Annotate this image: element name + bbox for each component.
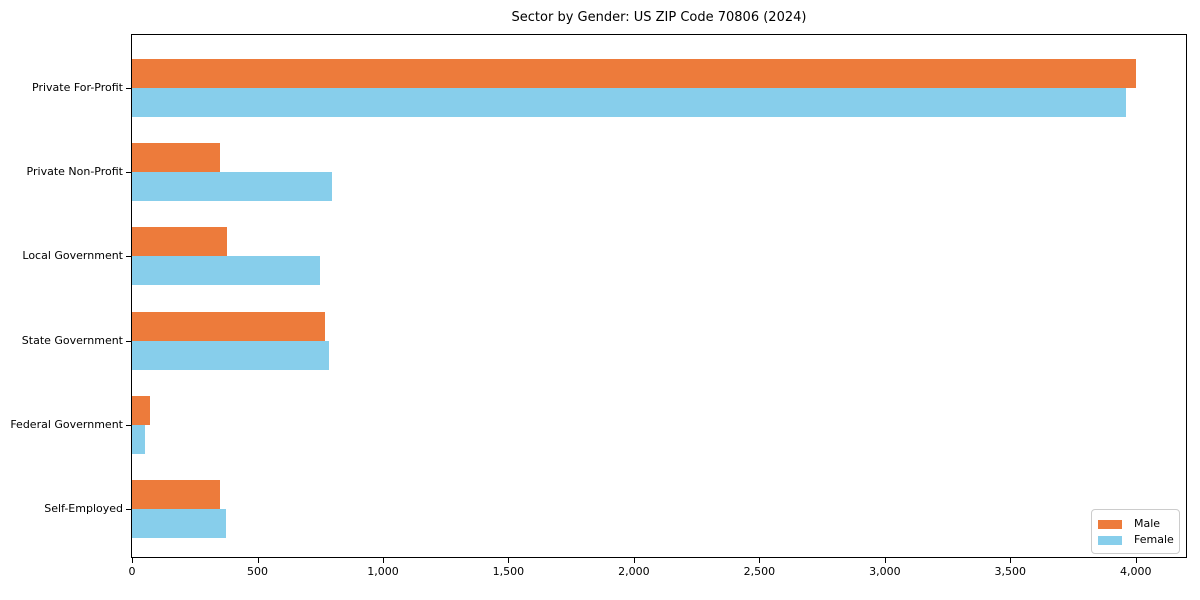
bar-female-private-for-profit: [132, 88, 1126, 117]
bar-female-local-government: [132, 256, 321, 286]
legend-entry-male: Male: [1098, 517, 1173, 531]
bar-female-state-government: [132, 340, 329, 370]
x-axis-label: 2,000: [618, 565, 650, 578]
chart-title: Sector by Gender: US ZIP Code 70806 (202…: [511, 10, 807, 25]
x-axis-label: 0: [128, 565, 136, 578]
y-axis-tick: [126, 340, 131, 342]
legend-swatch-female-icon: [1098, 535, 1122, 545]
bar-male-private-non-profit: [132, 143, 220, 173]
x-axis-tick: [1010, 558, 1012, 563]
bar-male-state-government: [132, 311, 326, 341]
x-axis-label: 1,000: [367, 565, 399, 578]
legend-swatch-male-icon: [1098, 519, 1122, 529]
y-axis-label: Federal Government: [10, 417, 123, 431]
y-axis-label: State Government: [21, 333, 123, 347]
y-axis-label: Self-Employed: [44, 502, 123, 515]
y-axis-tick: [126, 172, 131, 174]
y-axis-tick: [126, 424, 131, 426]
x-axis-label: 2,500: [743, 565, 776, 578]
x-axis-label: 500: [247, 565, 268, 578]
bar-female-federal-government: [132, 424, 145, 454]
y-axis-label: Private For-Profit: [32, 81, 123, 94]
bar-male-federal-government: [132, 395, 150, 425]
x-axis-tick: [257, 558, 259, 563]
x-axis-tick: [633, 558, 635, 563]
legend-label-male: Male: [1134, 517, 1161, 530]
x-axis-label: 3,500: [994, 565, 1027, 578]
x-axis-tick: [132, 558, 133, 563]
x-axis-tick: [884, 558, 886, 563]
legend-entry-female: Female: [1098, 533, 1174, 547]
y-axis-tick: [126, 256, 131, 258]
plot-area: [131, 34, 1187, 558]
bar-male-local-government: [132, 227, 228, 257]
legend-label-female: Female: [1134, 533, 1174, 546]
x-axis-label: 1,500: [492, 565, 525, 578]
y-axis-label: Private Non-Profit: [26, 165, 123, 179]
x-axis-tick: [759, 558, 761, 563]
legend: Male Female: [1091, 509, 1180, 554]
y-axis-label: Local Government: [22, 249, 123, 263]
bar-male-self-employed: [132, 480, 220, 509]
y-axis-tick: [126, 509, 131, 510]
x-axis-label: 3,000: [869, 565, 901, 578]
x-axis-tick: [383, 558, 384, 563]
x-axis-tick: [508, 558, 510, 563]
x-axis-label: 4,000: [1120, 565, 1152, 578]
x-axis-tick: [1135, 558, 1137, 563]
bar-female-private-non-profit: [132, 172, 332, 202]
bar-male-private-for-profit: [132, 59, 1136, 88]
bar-female-self-employed: [132, 509, 227, 538]
y-axis-tick: [126, 88, 131, 89]
